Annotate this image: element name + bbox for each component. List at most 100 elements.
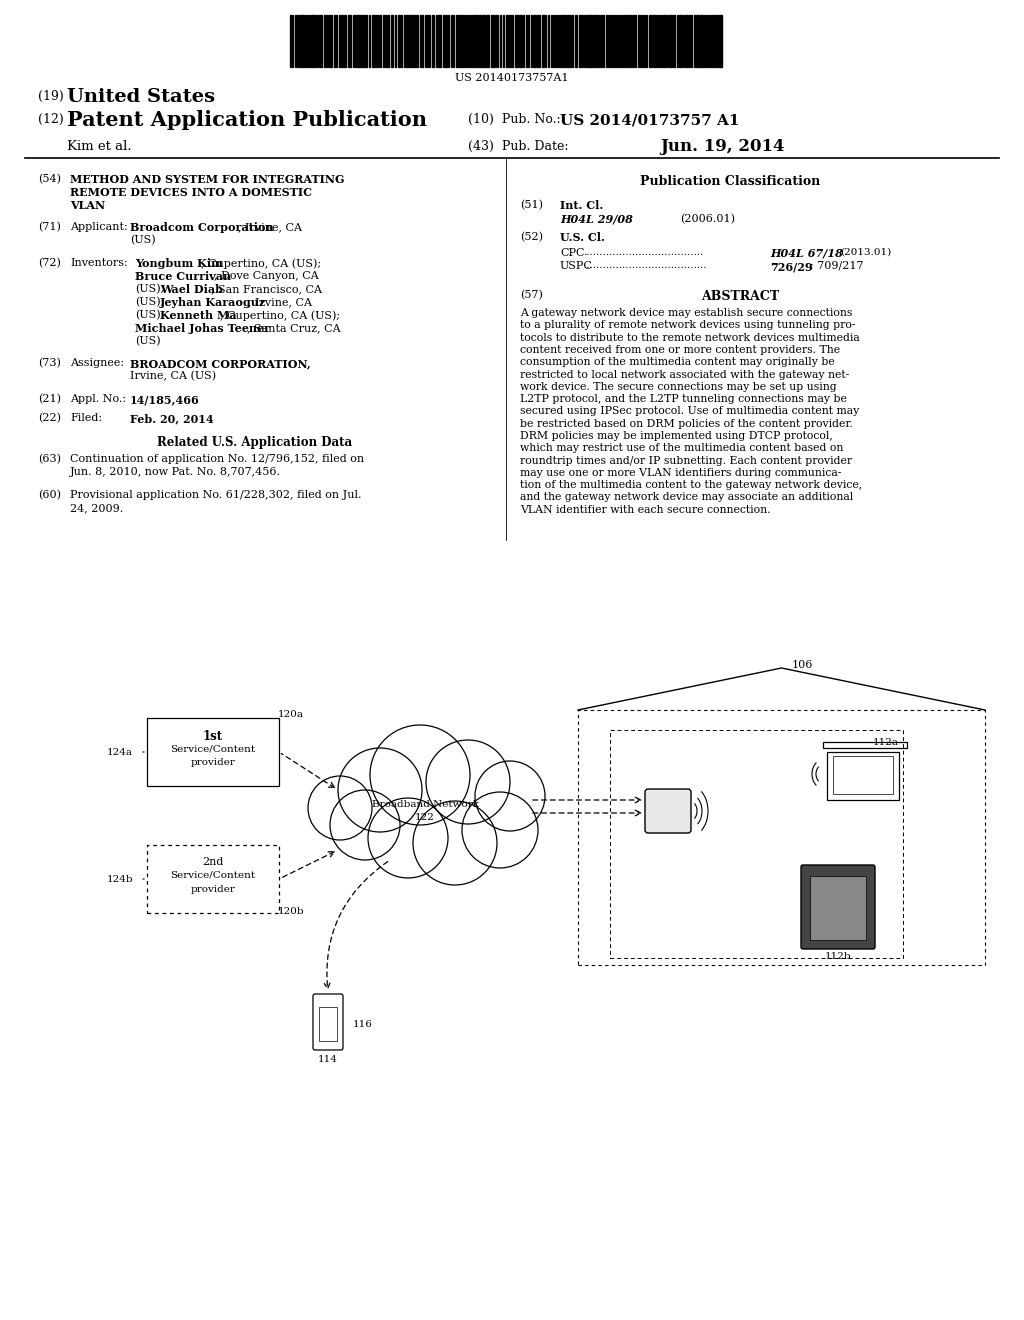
Text: 2nd: 2nd	[203, 857, 223, 867]
Bar	[623, 15, 625, 67]
Bar	[719, 15, 722, 67]
Text: Related U.S. Application Data: Related U.S. Application Data	[158, 436, 352, 449]
Text: Kenneth Ma: Kenneth Ma	[160, 310, 237, 321]
Text: , Dove Canyon, CA: , Dove Canyon, CA	[214, 271, 318, 281]
Text: secured using IPSec protocol. Use of multimedia content may: secured using IPSec protocol. Use of mul…	[520, 407, 859, 416]
Bar	[515, 15, 518, 67]
Text: Assignee:: Assignee:	[70, 358, 124, 368]
Bar	[506, 15, 508, 67]
Bar	[319, 15, 322, 67]
Text: H04L 67/18: H04L 67/18	[770, 248, 843, 259]
Bar	[445, 15, 447, 67]
Text: (57): (57)	[520, 290, 543, 301]
Text: US 2014/0173757 A1: US 2014/0173757 A1	[560, 114, 739, 127]
Text: METHOD AND SYSTEM FOR INTEGRATING: METHOD AND SYSTEM FOR INTEGRATING	[70, 174, 344, 185]
Bar	[575, 15, 577, 67]
Text: (71): (71)	[38, 222, 60, 232]
Bar	[608, 15, 610, 67]
Bar	[406, 15, 409, 67]
Text: 122: 122	[415, 813, 435, 822]
Text: be restricted based on DRM policies of the content provider.: be restricted based on DRM policies of t…	[520, 418, 853, 429]
Text: , Santa Cruz, CA: , Santa Cruz, CA	[247, 323, 341, 333]
Text: ; 709/217: ; 709/217	[810, 261, 863, 271]
Text: ABSTRACT: ABSTRACT	[701, 290, 779, 304]
Bar	[410, 15, 413, 67]
Text: Provisional application No. 61/228,302, filed on Jul.: Provisional application No. 61/228,302, …	[70, 490, 361, 500]
Text: (19): (19)	[38, 90, 63, 103]
Bar	[372, 15, 375, 67]
Text: United States: United States	[67, 88, 215, 106]
Bar	[398, 15, 400, 67]
Text: restricted to local network associated with the gateway net-: restricted to local network associated w…	[520, 370, 849, 380]
Text: content received from one or more content providers. The: content received from one or more conten…	[520, 345, 840, 355]
Bar	[387, 15, 389, 67]
Bar	[827, 752, 899, 800]
Bar	[696, 15, 699, 67]
Bar	[579, 15, 581, 67]
Text: 110: 110	[662, 799, 682, 807]
Text: , San Francisco, CA: , San Francisco, CA	[211, 284, 322, 294]
Circle shape	[308, 776, 372, 840]
Bar	[482, 15, 485, 67]
Text: Applicant:: Applicant:	[70, 222, 128, 232]
Text: (2006.01): (2006.01)	[680, 214, 735, 224]
Text: Continuation of application No. 12/796,152, filed on: Continuation of application No. 12/796,1…	[70, 454, 365, 465]
Text: (63): (63)	[38, 454, 61, 465]
Text: tocols to distribute to the remote network devices multimedia: tocols to distribute to the remote netwo…	[520, 333, 860, 343]
Bar	[679, 15, 681, 67]
Text: (2013.01): (2013.01)	[840, 248, 891, 257]
Circle shape	[426, 741, 510, 824]
Bar	[341, 15, 343, 67]
Bar	[589, 15, 592, 67]
Text: 112a: 112a	[873, 738, 899, 747]
Text: (10)  Pub. No.:: (10) Pub. No.:	[468, 114, 568, 125]
Bar	[344, 15, 346, 67]
Text: 14/185,466: 14/185,466	[130, 393, 200, 405]
Text: 726/29: 726/29	[770, 261, 813, 272]
Bar	[626, 15, 628, 67]
Text: (22): (22)	[38, 413, 61, 424]
Circle shape	[330, 789, 400, 861]
Text: A gateway network device may establish secure connections: A gateway network device may establish s…	[520, 308, 852, 318]
Text: , Cupertino, CA (US);: , Cupertino, CA (US);	[201, 257, 322, 268]
Text: , Irvine, CA: , Irvine, CA	[248, 297, 312, 308]
Text: (60): (60)	[38, 490, 61, 500]
Text: Service/Content: Service/Content	[170, 744, 256, 752]
Circle shape	[370, 725, 470, 825]
Text: VLAN identifier with each secure connection.: VLAN identifier with each secure connect…	[520, 504, 770, 515]
Text: U.S. Cl.: U.S. Cl.	[560, 232, 605, 243]
Text: Irvine, CA (US): Irvine, CA (US)	[130, 371, 216, 381]
Text: (52): (52)	[520, 232, 543, 243]
Bar	[567, 15, 569, 67]
Bar	[479, 15, 481, 67]
Text: (54): (54)	[38, 174, 61, 185]
Bar	[416, 15, 418, 67]
Text: Broadband Network: Broadband Network	[372, 800, 478, 809]
Text: US 20140173757A1: US 20140173757A1	[456, 73, 568, 83]
Bar	[586, 15, 588, 67]
Bar	[673, 15, 675, 67]
Bar	[670, 15, 672, 67]
Text: Broadcom Corporation: Broadcom Corporation	[130, 222, 273, 234]
Bar	[432, 15, 434, 67]
Text: 120a: 120a	[278, 710, 304, 719]
Text: Service/Content: Service/Content	[170, 871, 256, 880]
Text: may use one or more VLAN identifiers during communica-: may use one or more VLAN identifiers dur…	[520, 467, 842, 478]
Bar	[391, 15, 393, 67]
Circle shape	[338, 748, 422, 832]
Text: (51): (51)	[520, 201, 543, 210]
Bar	[319, 1007, 337, 1041]
Bar	[519, 15, 522, 67]
Bar	[663, 15, 665, 67]
Text: H04L 29/08: H04L 29/08	[560, 214, 633, 224]
Bar	[810, 876, 866, 940]
Text: REMOTE DEVICES INTO A DOMESTIC: REMOTE DEVICES INTO A DOMESTIC	[70, 187, 312, 198]
Text: 1st: 1st	[203, 730, 223, 743]
Text: Appl. No.:: Appl. No.:	[70, 393, 126, 404]
Text: and the gateway network device may associate an additional: and the gateway network device may assoc…	[520, 492, 853, 503]
Text: 124a: 124a	[106, 748, 133, 756]
Text: Int. Cl.: Int. Cl.	[560, 201, 603, 211]
Bar	[357, 15, 360, 67]
Text: Patent Application Publication: Patent Application Publication	[67, 110, 427, 129]
Text: , Cupertino, CA (US);: , Cupertino, CA (US);	[220, 310, 340, 321]
